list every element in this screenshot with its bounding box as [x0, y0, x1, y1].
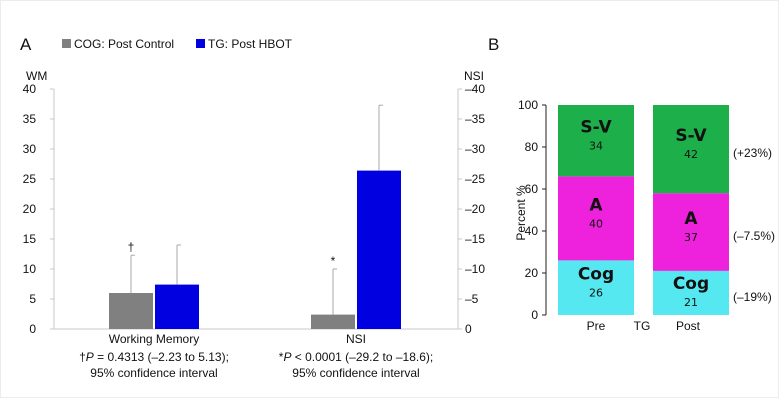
panel-b-change-labels: (+23%) (–7.5%) (–19%) — [733, 146, 775, 304]
middle-label-tg: TG — [634, 319, 651, 333]
footnote-ci-working-memory: 95% confidence interval — [90, 366, 217, 380]
bar-nsi-tg — [357, 170, 401, 329]
left-tick-label: 25 — [23, 172, 37, 186]
category-label-pre: Pre — [587, 319, 606, 333]
segment-value-label: 40 — [589, 217, 603, 230]
legend-swatch-tg — [196, 39, 205, 48]
right-tick-label: –20 — [465, 202, 485, 216]
segment-a-post — [653, 193, 729, 271]
panel-a-letter: A — [20, 35, 32, 54]
panel-a-legend: COG: Post Control TG: Post HBOT — [62, 37, 293, 51]
change-label: (–19%) — [733, 290, 772, 304]
panel-b-tick-label: 60 — [525, 182, 539, 196]
left-tick-label: 30 — [23, 142, 37, 156]
change-label: (–7.5%) — [733, 229, 775, 243]
segment-value-label: 21 — [684, 296, 698, 309]
panel-b-tick-label: 80 — [525, 140, 539, 154]
right-tick-label: –30 — [465, 142, 485, 156]
left-tick-label: 10 — [23, 262, 37, 276]
panel-a-chart: A COG: Post Control TG: Post HBOT WM NSI… — [20, 35, 485, 380]
panel-a-bars: †* — [109, 104, 401, 329]
left-tick-label: 0 — [29, 322, 36, 336]
panel-b-bars: Cog 26 A 40 S-V 34 Cog 21 A 37 S-V 42 — [558, 105, 729, 315]
group-label-working-memory: Working Memory — [109, 332, 199, 346]
right-tick-label: –35 — [465, 112, 485, 126]
segment-value-label: 37 — [684, 231, 698, 244]
group-label-nsi: NSI — [346, 332, 366, 346]
left-tick-label: 5 — [29, 292, 36, 306]
segment-sv-pre — [558, 105, 634, 177]
segment-name-label: A — [684, 209, 698, 229]
segment-name-label: Cog — [578, 265, 614, 285]
panel-b-tick-label: 20 — [525, 266, 539, 280]
right-tick-label: –5 — [465, 292, 479, 306]
panel-b-y-axis-title: Percent % — [514, 185, 528, 241]
footnote-ci-nsi: 95% confidence interval — [292, 366, 419, 380]
bar-working-memory-tg — [155, 284, 199, 329]
legend-swatch-cog — [62, 39, 71, 48]
legend-label-tg: TG: Post HBOT — [208, 37, 293, 51]
significance-marker: * — [331, 254, 336, 268]
segment-cog-pre — [558, 260, 634, 315]
segment-cog-post — [653, 270, 729, 315]
right-tick-label: –15 — [465, 232, 485, 246]
left-tick-label: 20 — [23, 202, 37, 216]
footnote-working-memory: †P = 0.4313 (–2.23 to 5.13); — [79, 350, 229, 364]
left-tick-label: 15 — [23, 232, 37, 246]
segment-name-label: Cog — [673, 274, 709, 294]
significance-marker: † — [128, 240, 135, 254]
segment-value-label: 26 — [589, 287, 603, 300]
bar-nsi-cog — [311, 314, 355, 329]
panel-b-letter: B — [488, 35, 499, 54]
change-label: (+23%) — [733, 146, 772, 160]
left-tick-label: 35 — [23, 112, 37, 126]
bar-working-memory-cog — [109, 293, 153, 329]
panel-b-tick-label: 0 — [531, 308, 538, 322]
panel-a-axes: 0 5 10 15 20 25 30 35 40 0 –5 –10 –15 –20 –25 –30 –35 –40 — [23, 82, 486, 336]
legend-label-cog: COG: Post Control — [74, 37, 174, 51]
left-axis-title: WM — [26, 69, 47, 83]
segment-name-label: S-V — [580, 118, 612, 138]
panel-b-tick-label: 40 — [525, 224, 539, 238]
panel-b-axes: 0 20 40 60 80 100 — [518, 98, 547, 322]
right-tick-label: –10 — [465, 262, 485, 276]
segment-name-label: S-V — [675, 126, 707, 146]
panel-b-tick-label: 100 — [518, 98, 538, 112]
left-tick-label: 40 — [23, 82, 37, 96]
segment-sv-post — [653, 105, 729, 194]
right-tick-label: 0 — [465, 322, 472, 336]
footnote-nsi: *P < 0.0001 (–29.2 to –18.6); — [279, 350, 433, 364]
right-axis-title: NSI — [464, 69, 484, 83]
segment-value-label: 42 — [684, 148, 698, 161]
segment-value-label: 34 — [589, 140, 603, 153]
segment-name-label: A — [589, 195, 603, 215]
category-label-post: Post — [676, 319, 701, 333]
right-tick-label: –40 — [465, 82, 485, 96]
right-tick-label: –25 — [465, 172, 485, 186]
segment-a-pre — [558, 176, 634, 261]
